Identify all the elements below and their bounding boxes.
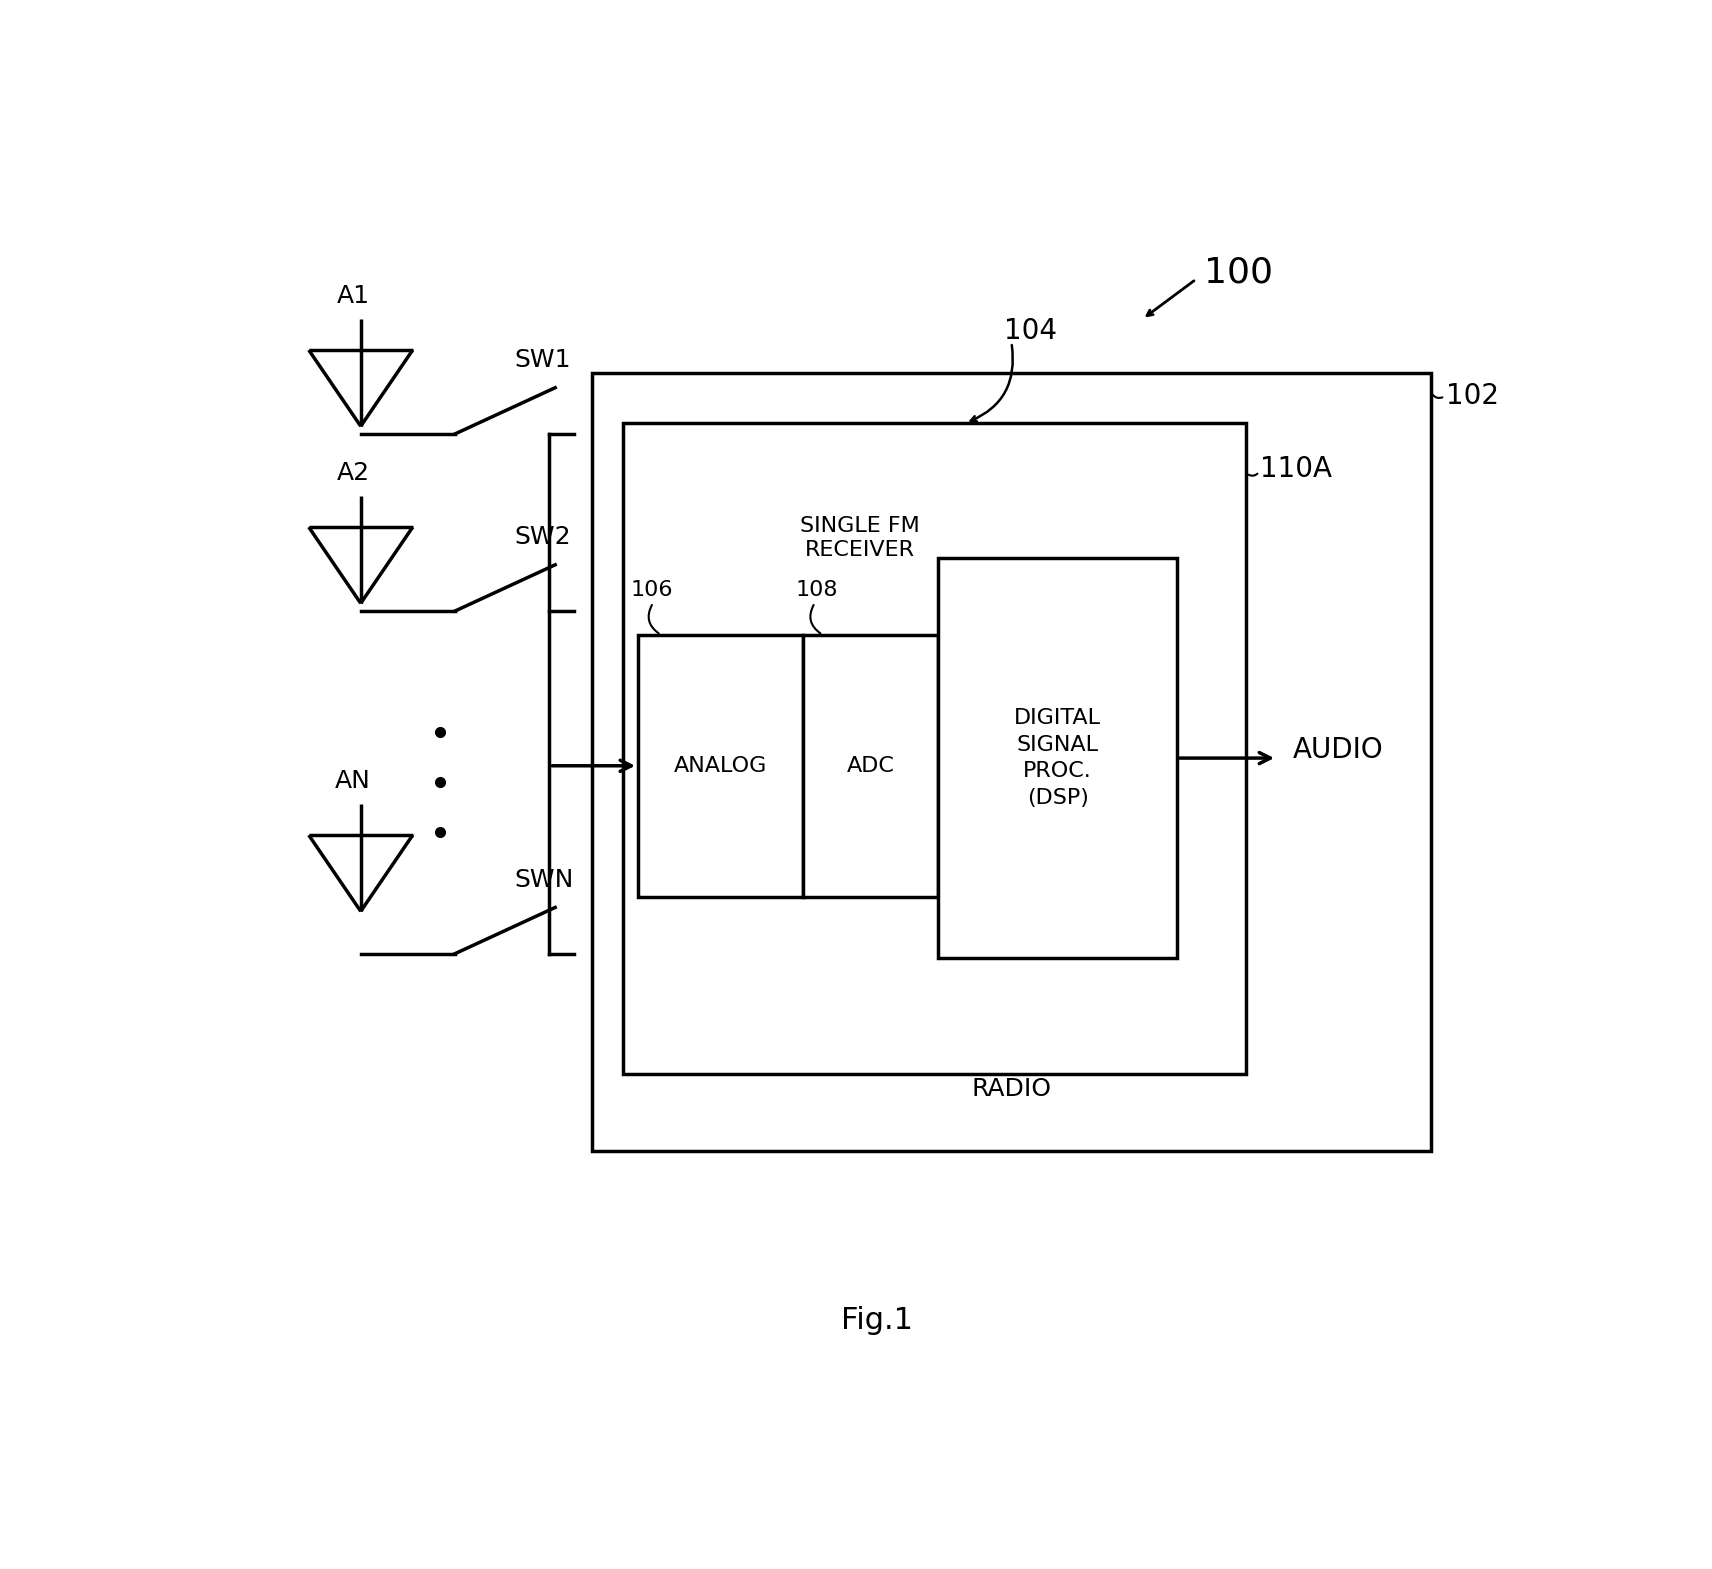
Bar xyxy=(803,635,938,896)
Text: ADC: ADC xyxy=(847,756,895,775)
Text: SW1: SW1 xyxy=(515,348,572,372)
Text: SINGLE FM
RECEIVER: SINGLE FM RECEIVER xyxy=(800,516,919,560)
Text: A2: A2 xyxy=(337,461,370,485)
Text: 106: 106 xyxy=(630,581,673,601)
Text: A1: A1 xyxy=(337,284,370,308)
Bar xyxy=(639,635,803,896)
Text: SW2: SW2 xyxy=(515,526,572,549)
Bar xyxy=(623,424,1246,1073)
Text: DIGITAL
SIGNAL
PROC.
(DSP): DIGITAL SIGNAL PROC. (DSP) xyxy=(1014,709,1101,808)
Text: 110A: 110A xyxy=(1260,455,1332,483)
Text: 104: 104 xyxy=(1003,317,1056,345)
Text: 102: 102 xyxy=(1447,383,1500,410)
Text: AUDIO: AUDIO xyxy=(1293,736,1383,764)
Text: AN: AN xyxy=(336,769,372,792)
Text: SWN: SWN xyxy=(515,868,574,893)
Text: 108: 108 xyxy=(796,581,839,601)
Text: Fig.1: Fig.1 xyxy=(841,1305,914,1335)
Text: 100: 100 xyxy=(1204,256,1274,290)
Bar xyxy=(938,559,1176,959)
Text: ANALOG: ANALOG xyxy=(675,756,767,775)
Text: RADIO: RADIO xyxy=(971,1078,1051,1101)
Bar xyxy=(592,373,1431,1150)
